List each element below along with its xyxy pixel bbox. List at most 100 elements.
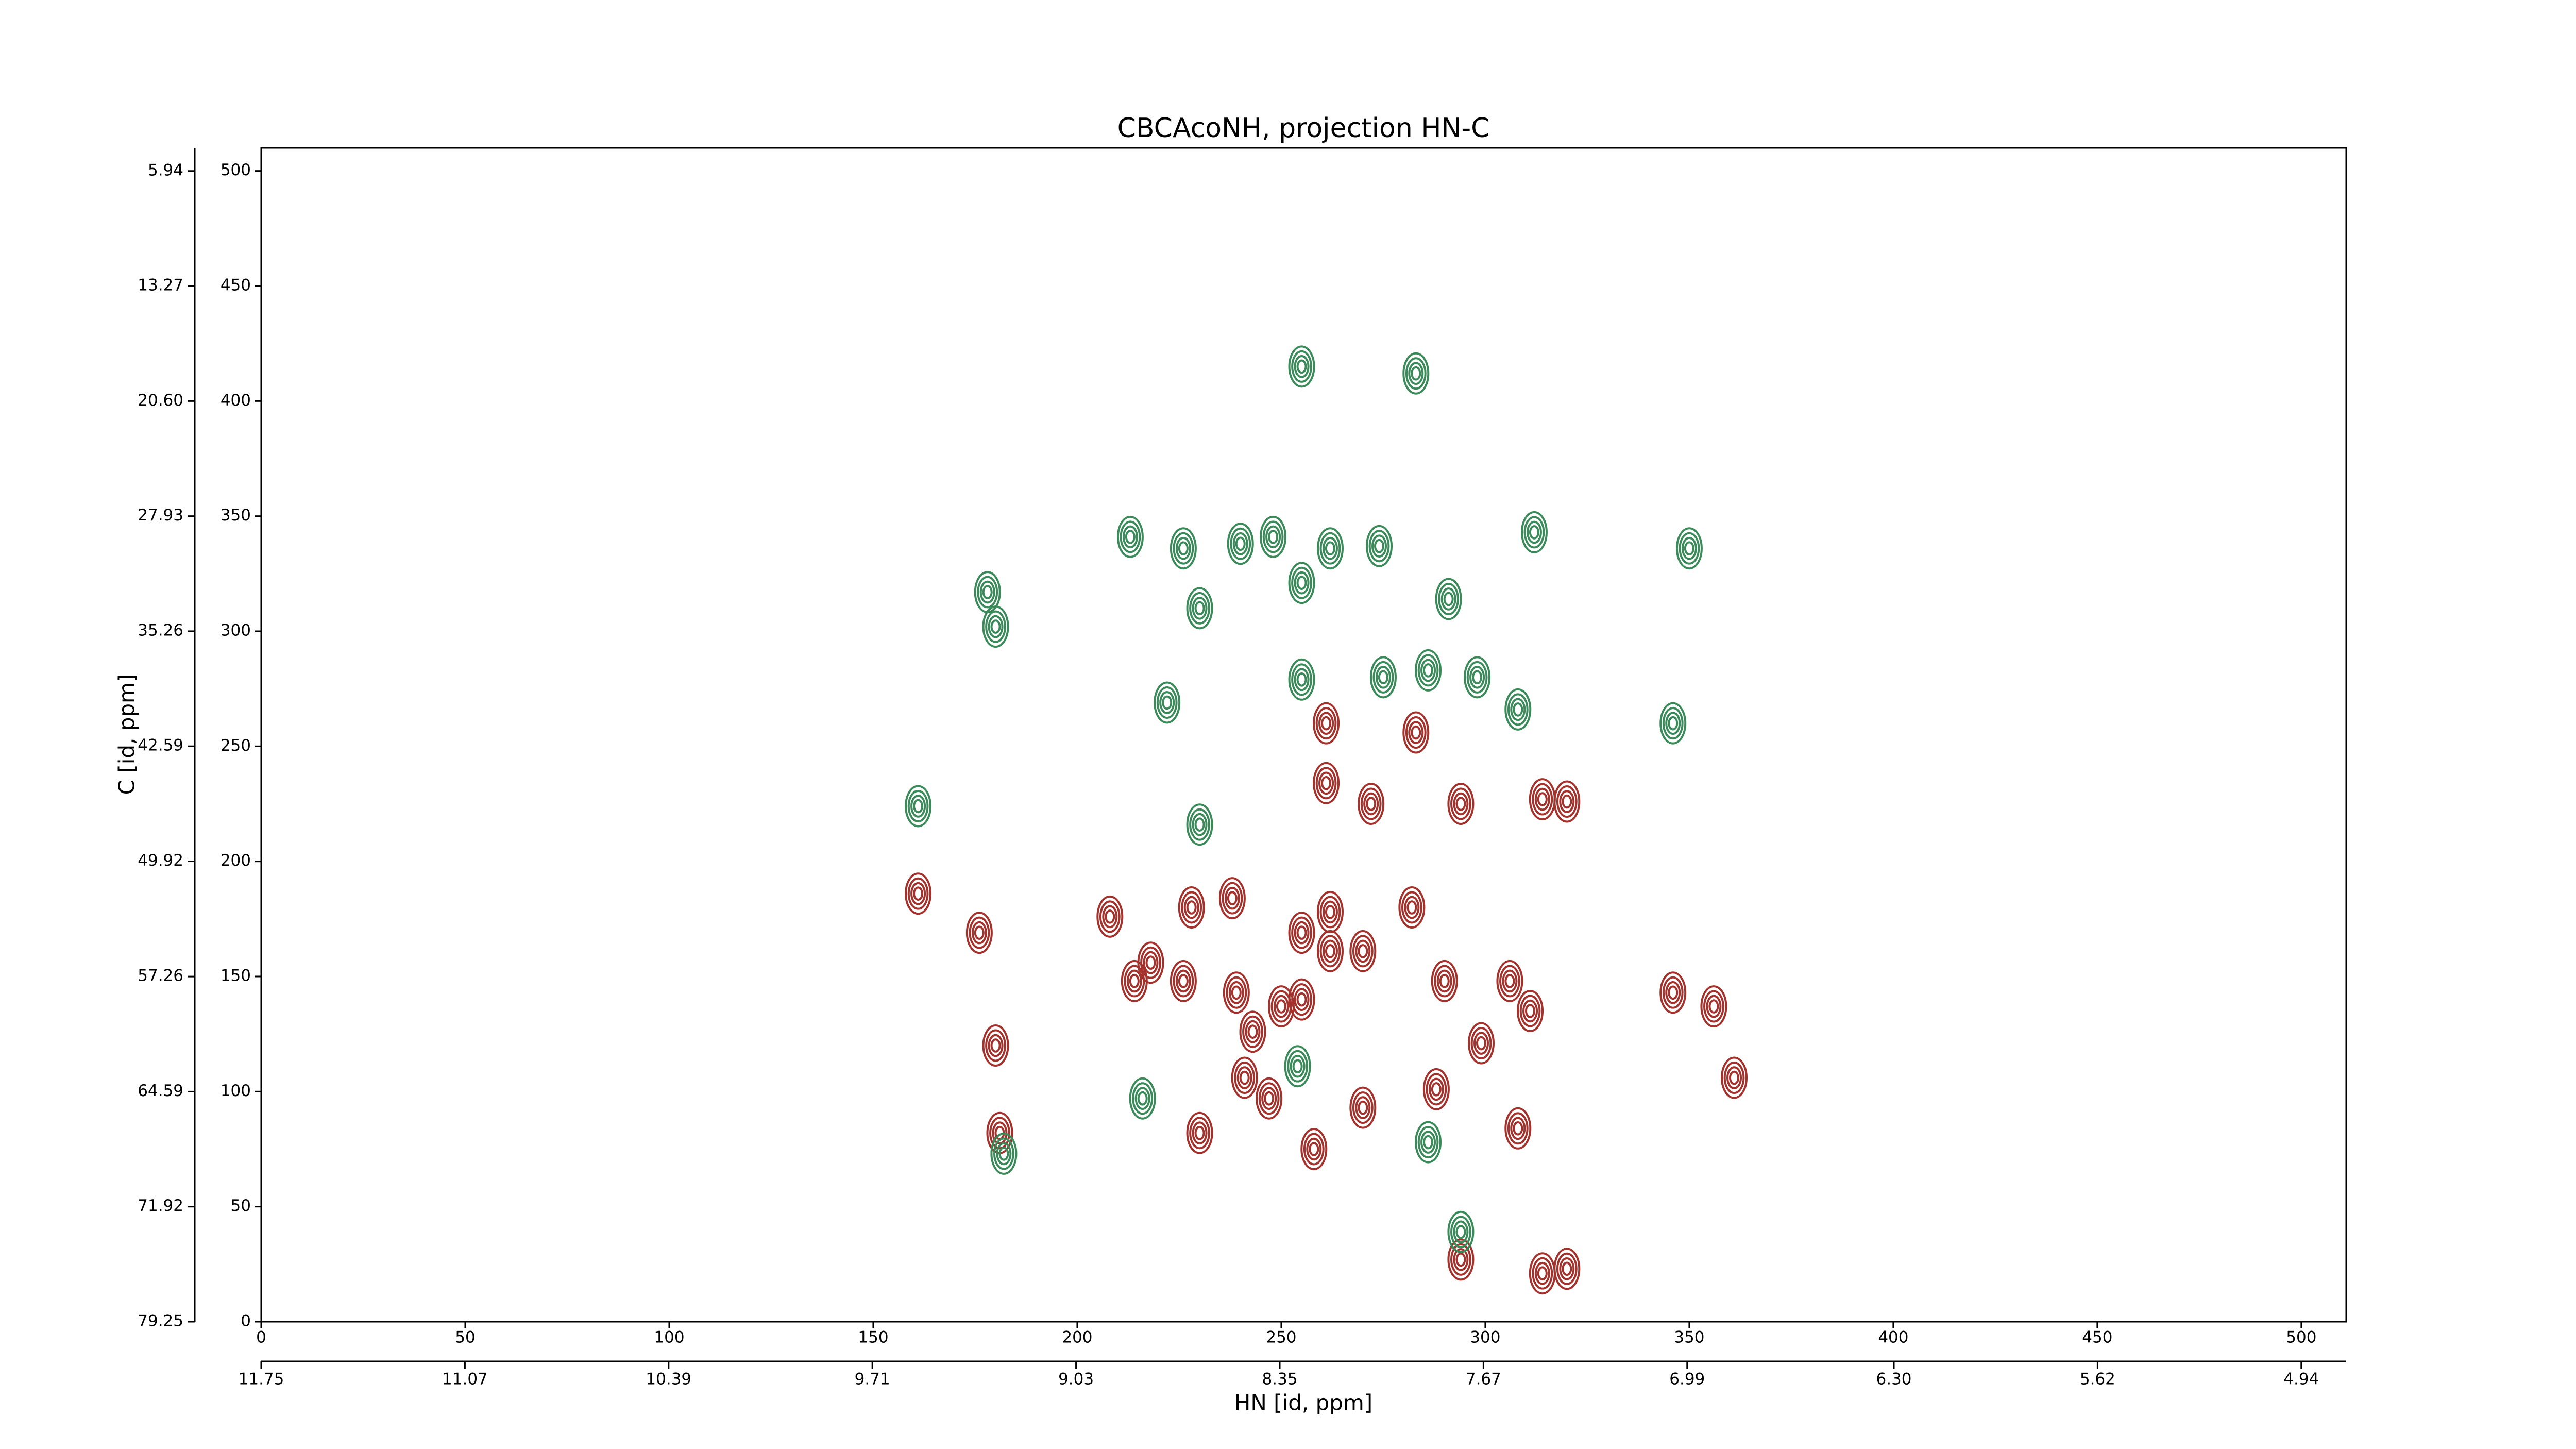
peak-contour: [913, 886, 924, 901]
peak-contour: [1175, 536, 1191, 560]
peak-contour: [1369, 656, 1397, 699]
peak-contour: [1291, 350, 1312, 383]
peak: [974, 571, 1001, 614]
peak-contour: [1186, 587, 1213, 630]
peak-contour: [1507, 693, 1529, 726]
peak: [1239, 1010, 1266, 1053]
peak-contour: [1450, 1243, 1471, 1276]
peak-contour: [1316, 527, 1344, 570]
y-axis-label: C [id, ppm]: [114, 674, 140, 795]
x2-tick-label: 7.67: [1466, 1370, 1501, 1389]
x-axis-label: HN [id, ppm]: [1234, 1390, 1372, 1416]
x2-tick-label: 8.35: [1262, 1370, 1297, 1389]
peak-contour: [1145, 955, 1156, 970]
peak-contour: [1665, 712, 1681, 735]
peak-contour: [1318, 771, 1334, 795]
peak-contour: [1470, 1027, 1492, 1060]
y2-tick-label: 27.93: [138, 506, 183, 525]
y-tick-label: 150: [221, 967, 251, 985]
peak: [1529, 1252, 1556, 1295]
peak-contour: [1371, 534, 1387, 558]
peak: [1116, 515, 1144, 558]
peak: [1218, 877, 1246, 920]
peak-contour: [998, 1147, 1009, 1161]
peak: [1288, 978, 1315, 1021]
peak-contour: [1181, 891, 1202, 924]
peak-contour: [1291, 663, 1312, 696]
peak-contour: [1125, 530, 1136, 544]
peak: [1223, 971, 1250, 1014]
peak-contour: [1375, 666, 1391, 689]
peak-contour: [1268, 530, 1279, 544]
peak-contour: [1126, 969, 1142, 993]
peak-contour: [1313, 702, 1340, 745]
peak-contour: [974, 925, 985, 940]
y2-tick-label: 20.60: [138, 391, 183, 410]
peak-contour: [1192, 597, 1208, 620]
peak: [1415, 649, 1442, 692]
peak-contour: [1178, 541, 1189, 555]
peak-contour: [1411, 725, 1421, 740]
peak: [990, 1132, 1018, 1175]
peak-contour: [1173, 532, 1194, 565]
peak-contour: [1192, 1121, 1208, 1145]
peak: [1186, 587, 1213, 630]
peak-contour: [1352, 935, 1374, 968]
peak-contour: [1227, 523, 1254, 565]
peak: [965, 912, 993, 954]
peak-contour: [1504, 688, 1532, 731]
chart-title: CBCAcoNH, projection HN-C: [1117, 113, 1490, 144]
peak-contour: [1262, 520, 1284, 553]
peak-contour: [1662, 707, 1684, 740]
peak-contour: [1415, 649, 1442, 692]
peak-contour: [1532, 783, 1553, 816]
peak-contour: [990, 1038, 1001, 1053]
y2-tick-label: 79.25: [138, 1312, 183, 1330]
peak-contour: [1261, 1087, 1277, 1110]
peak: [1520, 511, 1548, 553]
peak-contour: [1294, 921, 1310, 945]
peak-contour: [1352, 1091, 1374, 1124]
y-tick-label: 0: [241, 1312, 251, 1330]
peak-contour: [1129, 974, 1140, 988]
peak-contour: [1404, 896, 1420, 919]
peak-contour: [1513, 1121, 1523, 1136]
peak-contour: [1294, 988, 1310, 1011]
peak-contour: [1349, 930, 1377, 972]
peak-contour: [1366, 797, 1377, 811]
peak-contour: [1436, 969, 1452, 993]
peak-contour: [1222, 882, 1243, 915]
peak-contour: [1325, 905, 1335, 919]
peak: [1504, 688, 1532, 731]
peak: [1517, 990, 1544, 1032]
y-tick-label: 500: [221, 161, 251, 179]
peak-contour: [1510, 1117, 1526, 1140]
plot-frame: [260, 147, 2347, 1323]
peak: [1288, 562, 1315, 604]
peak-contour: [1120, 520, 1141, 553]
peak: [1316, 930, 1344, 972]
peak-contour: [1374, 538, 1385, 553]
peak-contour: [1431, 1082, 1442, 1097]
y2-tick-label: 13.27: [138, 276, 183, 295]
peak-contour: [1420, 1131, 1436, 1154]
peak-contour: [1668, 985, 1679, 1000]
peak-contour: [1368, 530, 1390, 563]
x-tick-label: 200: [1062, 1328, 1092, 1347]
peak-contour: [990, 619, 1001, 634]
peak-contour: [1420, 659, 1436, 682]
peak-contour: [1264, 1091, 1275, 1106]
peak-contour: [1313, 762, 1340, 804]
peak-contour: [1288, 345, 1315, 388]
peak-contour: [1322, 536, 1338, 560]
peak-contour: [1316, 890, 1344, 933]
peak-contour: [1122, 525, 1138, 549]
peak-contour: [1288, 912, 1315, 954]
peak: [1464, 656, 1491, 699]
peak-contour: [1189, 1117, 1210, 1150]
peak-contour: [1408, 362, 1424, 385]
peak-contour: [1186, 803, 1213, 846]
peak-contour: [1134, 1087, 1150, 1110]
peak-contour: [1537, 1266, 1548, 1280]
